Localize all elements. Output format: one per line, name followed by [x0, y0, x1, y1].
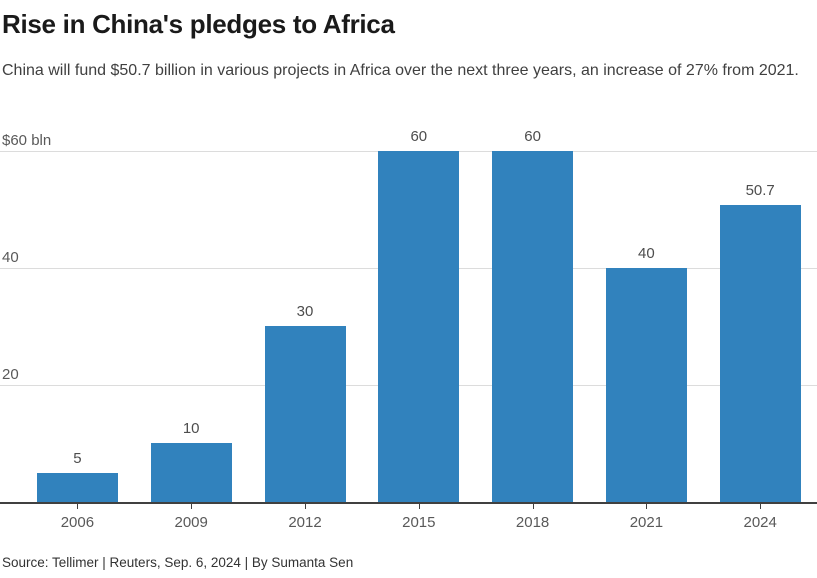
x-axis-label: 2015: [402, 514, 436, 531]
x-axis-label: 2006: [60, 514, 95, 531]
x-axis-label: 2012: [288, 514, 322, 531]
x-axis-tick: [418, 504, 420, 509]
bar-2018: [492, 151, 574, 502]
bar-2024: [719, 205, 801, 502]
y-axis-label: 40: [2, 249, 19, 266]
source-attribution: Source: Tellimer | Reuters, Sep. 6, 2024…: [2, 555, 354, 570]
bar-2012: [264, 326, 346, 502]
x-axis-tick: [305, 504, 306, 509]
x-axis-tick: [646, 504, 648, 509]
bar-2015: [378, 151, 460, 502]
bar-value-label: 50.7: [745, 182, 775, 199]
x-axis-tick: [191, 504, 193, 509]
x-axis-tick: [532, 504, 534, 509]
bar-value-label: 60: [410, 128, 428, 145]
chart-subtitle: China will fund $50.7 billion in various…: [2, 62, 799, 79]
bar-value-label: 5: [73, 450, 82, 467]
x-axis-label: 2024: [743, 514, 777, 531]
y-axis-label: 20: [2, 366, 19, 383]
x-axis-label: 2018: [515, 514, 550, 531]
x-axis-tick: [760, 504, 762, 509]
y-axis-label: $60 bln: [2, 132, 52, 149]
bar-value-label: 10: [182, 420, 200, 437]
bar-2009: [150, 443, 232, 502]
x-axis-tick: [77, 504, 79, 509]
x-axis-label: 2009: [174, 514, 208, 531]
bar-value-label: 30: [296, 303, 314, 320]
x-axis-label: 2021: [629, 514, 664, 531]
bar-2021: [605, 268, 687, 502]
bar-2006: [36, 473, 118, 502]
chart-title: Rise in China's pledges to Africa: [2, 9, 395, 39]
x-axis-line: [0, 502, 817, 504]
bar-value-label: 60: [524, 128, 541, 145]
bar-value-label: 40: [638, 245, 655, 262]
